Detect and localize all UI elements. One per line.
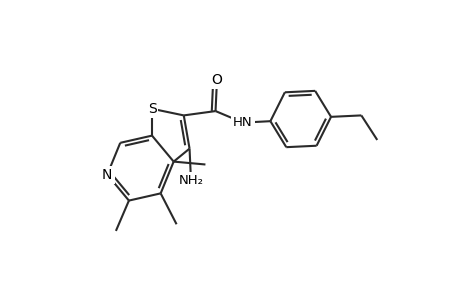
Text: S: S bbox=[147, 102, 156, 116]
Text: NH₂: NH₂ bbox=[178, 174, 203, 187]
Text: N: N bbox=[102, 168, 112, 182]
Text: HN: HN bbox=[233, 116, 252, 129]
Text: O: O bbox=[211, 73, 222, 87]
